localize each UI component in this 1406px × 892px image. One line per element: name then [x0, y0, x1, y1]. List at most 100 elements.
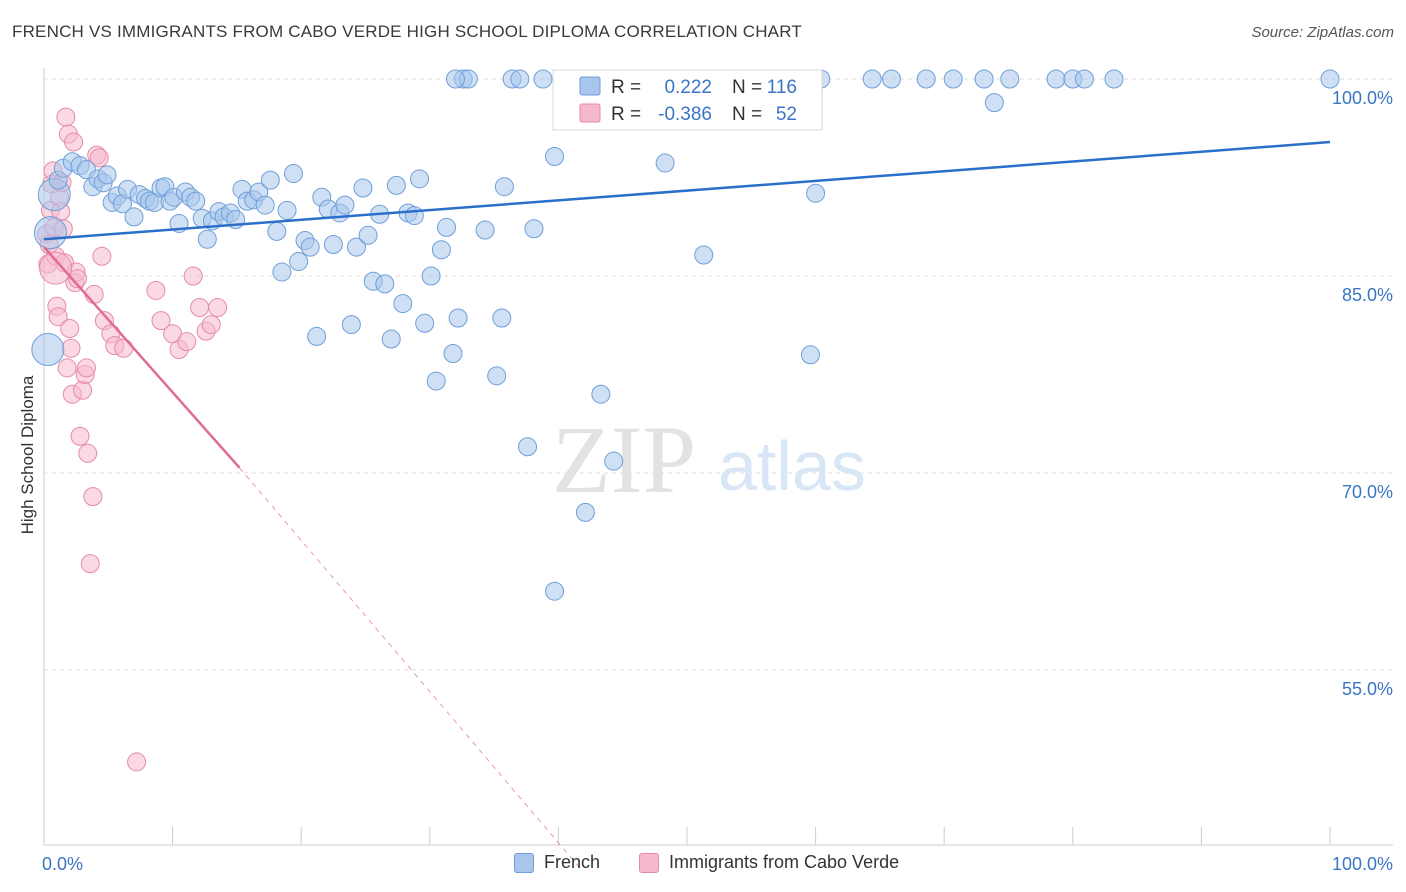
cabo-point — [84, 284, 104, 304]
y-axis-label: High School Diploma — [18, 375, 37, 535]
french-point — [1074, 69, 1094, 89]
cabo-point — [190, 298, 210, 318]
french-point — [510, 69, 530, 89]
cabo-point — [92, 246, 112, 266]
french-point — [591, 384, 611, 404]
cabo-point — [127, 752, 147, 772]
y-tick-label-85: 85.0% — [1342, 285, 1393, 305]
french-point — [267, 221, 287, 241]
y-tick-label-70: 70.0% — [1342, 482, 1393, 502]
cabo-point — [201, 315, 221, 335]
french-trend-line — [43, 140, 1331, 241]
french-point — [545, 581, 565, 601]
cabo-point — [80, 554, 100, 574]
french-point — [358, 225, 378, 245]
cabo-point — [39, 251, 73, 285]
cabo-point — [83, 487, 103, 507]
french-point — [431, 240, 451, 260]
bottom-legend-french-swatch — [514, 852, 534, 873]
french-point — [31, 333, 65, 367]
trend-lines — [43, 140, 1331, 868]
french-point — [255, 195, 275, 215]
french-point — [289, 252, 309, 272]
source-label: Source: ZipAtlas.com — [1251, 24, 1394, 41]
legend-french-n-value: 116 — [767, 77, 797, 98]
y-tick-labels: 100.0% 85.0% 70.0% 55.0% — [1332, 88, 1393, 699]
cabo-point — [60, 319, 80, 339]
french-point — [346, 237, 366, 257]
french-point — [533, 69, 553, 89]
legend-cabo-r-label: R = — [611, 104, 641, 125]
french-point — [415, 313, 435, 333]
french-point — [307, 326, 327, 346]
cabo-point — [48, 307, 68, 327]
french-point — [475, 220, 495, 240]
cabo-point — [208, 298, 228, 318]
legend-french-r-label: R = — [611, 77, 641, 98]
french-point — [604, 451, 624, 471]
cabo-point — [57, 358, 77, 378]
cabo-point — [114, 338, 134, 358]
watermark-atlas: atlas — [718, 427, 866, 505]
french-point — [655, 153, 675, 173]
cabo-point — [146, 280, 166, 300]
legend-cabo-swatch — [579, 103, 601, 123]
legend-french-swatch — [579, 76, 601, 96]
chart-title: FRENCH VS IMMIGRANTS FROM CABO VERDE HIG… — [12, 22, 802, 41]
bottom-legend-cabo-swatch — [639, 852, 659, 873]
french-point — [694, 245, 714, 265]
french-point — [575, 502, 595, 522]
french-point — [124, 207, 144, 227]
french-point — [272, 262, 292, 282]
legend-french-r-value: 0.222 — [664, 77, 712, 98]
french-points — [31, 69, 1340, 601]
cabo-point — [73, 380, 93, 400]
cabo-point — [64, 132, 84, 152]
cabo-trend-extension — [239, 467, 580, 868]
watermark: ZIP atlas — [552, 406, 866, 513]
bottom-legend-cabo: Immigrants from Cabo Verde — [639, 852, 899, 873]
french-point — [437, 217, 457, 237]
cabo-point — [177, 332, 197, 352]
legend-french-n-label: N = — [732, 77, 762, 98]
french-point — [916, 69, 936, 89]
cabo-point — [183, 266, 203, 286]
bottom-legend-cabo-label: Immigrants from Cabo Verde — [669, 852, 900, 872]
french-point — [393, 294, 413, 314]
cabo-point — [67, 269, 87, 289]
french-point — [381, 329, 401, 349]
cabo-point — [70, 426, 90, 446]
cabo-point — [151, 311, 171, 331]
grid-lines — [44, 78, 1393, 671]
stats-legend: R = 0.222 N = 116 R = -0.386 N = 52 — [552, 69, 823, 131]
french-point — [448, 308, 468, 328]
french-point — [404, 206, 424, 226]
french-point — [186, 191, 206, 211]
french-point — [421, 266, 441, 286]
x-tick-labels: 0.0% 100.0% — [42, 854, 1393, 874]
french-point — [446, 69, 466, 89]
cabo-point — [56, 107, 76, 127]
legend-cabo-r-value: -0.386 — [658, 104, 712, 125]
legend-cabo-n-value: 52 — [776, 104, 797, 125]
french-point — [426, 371, 446, 391]
cabo-point — [61, 338, 81, 358]
french-point — [260, 170, 280, 190]
bottom-legend-french-label: French — [544, 852, 601, 872]
french-point — [277, 200, 297, 220]
cabo-point — [76, 358, 96, 378]
french-point — [800, 345, 820, 365]
cabo-point — [89, 148, 109, 168]
x-tick-label-max: 100.0% — [1332, 854, 1393, 874]
french-point — [197, 229, 217, 249]
french-point — [410, 169, 430, 189]
legend-cabo-n-label: N = — [732, 104, 762, 125]
french-point — [443, 343, 463, 363]
french-point — [341, 315, 361, 335]
french-point — [984, 93, 1004, 113]
y-tick-label-55: 55.0% — [1342, 679, 1393, 699]
french-point — [283, 164, 303, 184]
french-point — [1046, 69, 1066, 89]
x-tick-label-min: 0.0% — [42, 854, 83, 874]
french-point — [862, 69, 882, 89]
